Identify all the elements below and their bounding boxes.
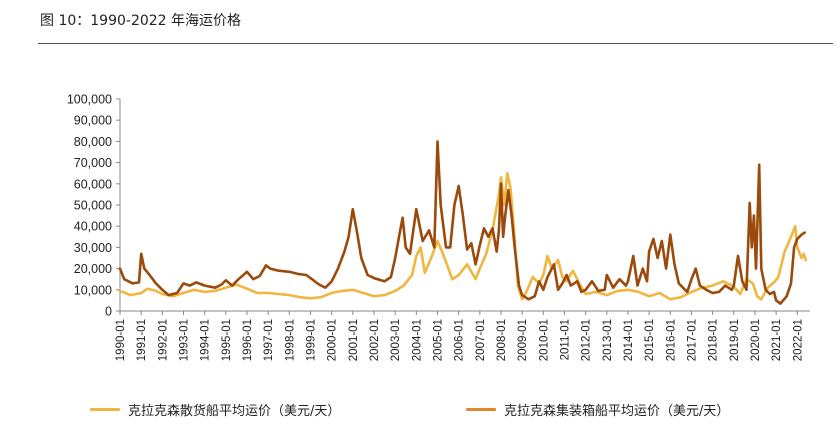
x-tick-label: 2001-01 [348,319,360,361]
x-tick-label: 2008-01 [496,319,508,361]
x-tick-label: 2006-01 [454,319,466,361]
legend-item-container: 克拉克森集装箱船平均运价（美元/天） [466,400,729,419]
x-tick-label: 1995-01 [221,319,233,361]
x-tick-label: 2020-01 [750,319,762,361]
y-tick-label: 30,000 [74,241,112,255]
y-tick-label: 40,000 [74,220,112,234]
x-tick-label: 2010-01 [538,319,550,361]
x-tick-label: 2017-01 [686,319,698,361]
x-tick-label: 2000-01 [327,319,339,361]
legend-swatch-container [466,408,496,411]
x-tick-label: 2019-01 [729,319,741,361]
y-tick-label: 20,000 [74,262,112,276]
x-tick-label: 1992-01 [157,319,169,361]
figure-title: 图 10：1990-2022 年海运价格 [40,13,242,29]
y-tick-label: 60,000 [74,177,112,191]
x-tick-label: 2005-01 [432,319,444,361]
x-tick-label: 1997-01 [263,319,275,361]
x-tick-label: 2009-01 [517,319,529,361]
series-line-bulk [118,171,808,301]
y-tick-label: 10,000 [74,283,112,297]
x-tick-label: 2003-01 [390,319,402,361]
x-tick-label: 2022-01 [792,319,804,361]
title-divider [38,43,833,44]
x-tick-label: 1990-01 [115,319,127,361]
y-tick-label: 100,000 [67,93,112,107]
x-tick-label: 2014-01 [623,319,635,361]
x-tick-label: 2002-01 [369,319,381,361]
y-tick-label: 70,000 [74,156,112,170]
x-tick-label: 2015-01 [644,319,656,361]
x-tick-label: 2011-01 [559,319,571,360]
x-tick-label: 1994-01 [200,319,212,361]
legend-label-bulk: 克拉克森散货船平均运价（美元/天） [128,404,341,419]
legend-label-container: 克拉克森集装箱船平均运价（美元/天） [504,404,730,419]
y-tick-label: 90,000 [74,114,112,128]
x-tick-label: 2018-01 [708,319,720,361]
y-tick-label: 50,000 [74,199,112,213]
x-tick-label: 2013-01 [602,319,614,361]
legend-swatch-bulk [90,408,120,411]
x-tick-label: 1991-01 [136,319,148,361]
x-tick-label: 2016-01 [665,319,677,361]
y-tick-label: 0 [105,305,112,319]
x-tick-label: 2007-01 [475,319,487,361]
x-tick-label: 1998-01 [284,319,296,361]
x-tick-label: 2004-01 [411,319,423,361]
x-tick-label: 1996-01 [242,319,254,361]
series-line-container [118,140,806,305]
legend-item-bulk: 克拉克森散货船平均运价（美元/天） [90,400,340,419]
y-tick-label: 80,000 [74,135,112,149]
x-tick-label: 1999-01 [305,319,317,361]
x-tick-label: 2012-01 [581,319,593,361]
x-tick-label: 1993-01 [178,319,190,361]
x-tick-label: 2021-01 [771,319,783,361]
